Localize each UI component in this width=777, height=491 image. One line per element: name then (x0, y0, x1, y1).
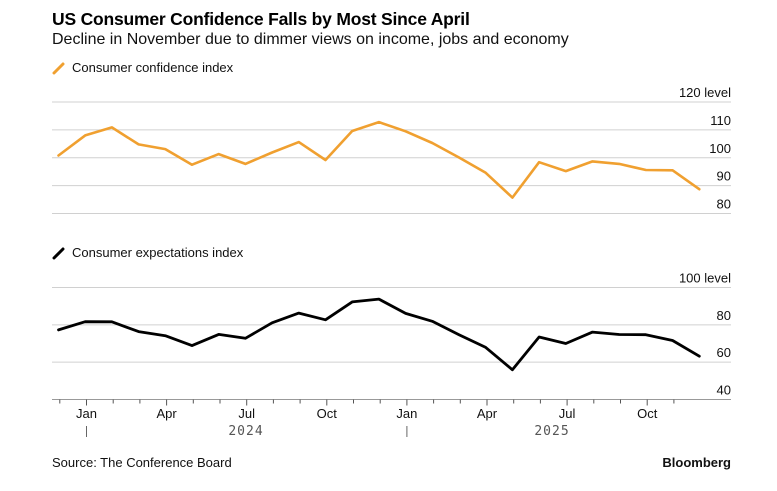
expectations-line (57, 297, 701, 372)
y-tick-label: 100 level (679, 271, 731, 286)
year-label: 2025 (534, 424, 569, 439)
y-tick-label: 90 (717, 169, 731, 184)
y-tick-label: 80 (717, 197, 731, 212)
chart-subtitle: Decline in November due to dimmer views … (52, 31, 569, 48)
y-tick-label: 120 level (679, 85, 731, 100)
brand-logo: Bloomberg (662, 455, 731, 470)
legend-expectations: Consumer expectations index (52, 245, 243, 260)
y-tick-label: 100 (709, 141, 731, 156)
legend-line-icon (52, 62, 65, 74)
y-tick-label: 110 (710, 113, 731, 128)
x-tick-label: Apr (156, 406, 177, 421)
x-tick-label: Jul (238, 406, 255, 421)
legend-confidence: Consumer confidence index (52, 60, 233, 75)
legend-label: Consumer confidence index (72, 60, 234, 75)
source-note: Source: The Conference Board (52, 455, 232, 470)
y-tick-label: 80 (717, 308, 731, 323)
x-tick-label: Jul (559, 406, 576, 421)
legend-label: Consumer expectations index (72, 245, 244, 260)
x-tick-label: Jan (396, 406, 417, 421)
legend-line-icon (52, 247, 65, 259)
x-tick-label: Oct (637, 406, 658, 421)
x-tick-label: Jan (76, 406, 97, 421)
year-label: 2024 (228, 424, 263, 439)
confidence-line (57, 120, 701, 199)
chart-title: US Consumer Confidence Falls by Most Sin… (52, 9, 470, 29)
y-tick-label: 60 (717, 345, 731, 360)
x-tick-label: Oct (317, 406, 338, 421)
x-tick-label: Apr (477, 406, 498, 421)
y-tick-label: 40 (717, 383, 731, 398)
